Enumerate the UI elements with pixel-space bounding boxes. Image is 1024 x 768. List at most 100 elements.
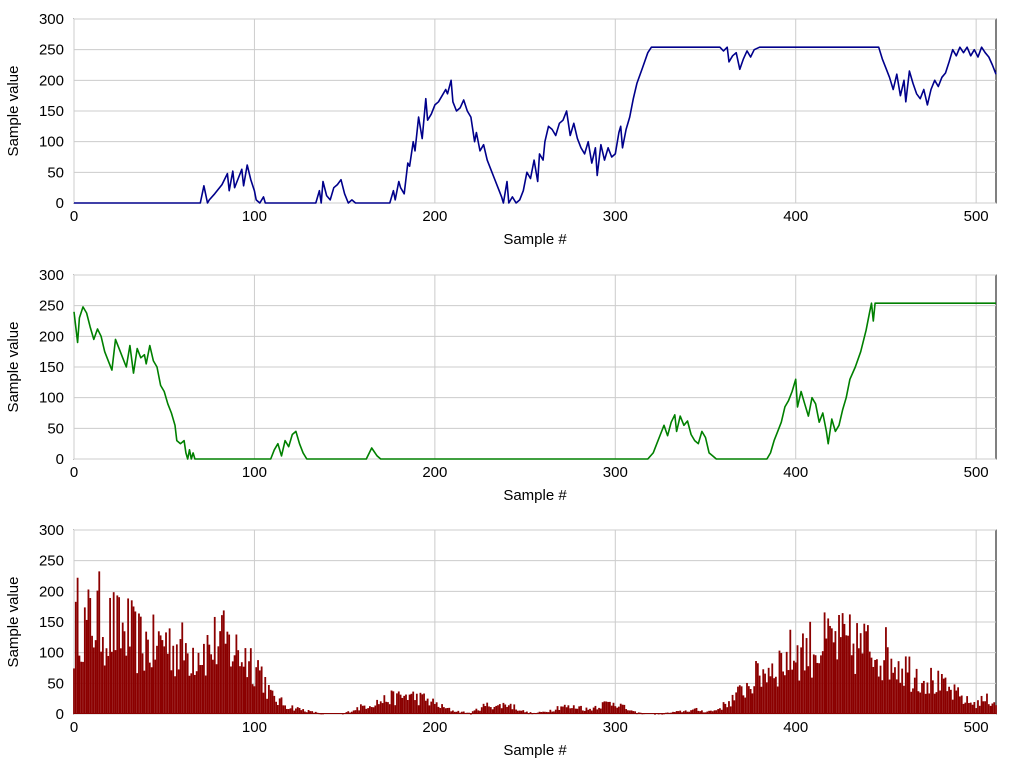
bar-bottom bbox=[118, 597, 121, 714]
bar-bottom bbox=[774, 676, 777, 714]
bar-bottom bbox=[738, 685, 741, 714]
bar-bottom bbox=[130, 600, 133, 714]
bar-bottom bbox=[785, 651, 788, 714]
bar-bottom bbox=[598, 707, 600, 714]
bar-bottom bbox=[246, 677, 249, 714]
bar-bottom bbox=[726, 707, 729, 714]
bar-bottom bbox=[94, 640, 97, 714]
bar-bottom bbox=[502, 702, 505, 714]
bar-bottom bbox=[538, 711, 541, 714]
bar-bottom bbox=[417, 705, 420, 714]
bar-bottom bbox=[390, 690, 393, 714]
bar-bottom bbox=[433, 703, 436, 714]
bar-bottom bbox=[414, 700, 416, 714]
bar-bottom bbox=[793, 660, 795, 714]
bar-bottom bbox=[219, 631, 222, 714]
bar-bottom bbox=[363, 705, 366, 714]
bar-bottom bbox=[654, 713, 656, 715]
bar-bottom bbox=[796, 645, 799, 714]
bar-bottom bbox=[248, 661, 250, 714]
bar-bottom bbox=[145, 631, 148, 714]
bar-bottom bbox=[518, 710, 521, 714]
bar-bottom bbox=[856, 623, 858, 714]
bar-bottom bbox=[686, 711, 689, 714]
bar-bottom bbox=[143, 670, 146, 714]
bar-bottom bbox=[744, 697, 747, 714]
bar-bottom bbox=[627, 710, 629, 714]
bar-bottom bbox=[964, 702, 967, 714]
bar-bottom bbox=[516, 710, 519, 714]
bar-bottom bbox=[773, 678, 775, 714]
gridlines-middle bbox=[73, 274, 996, 460]
bar-bottom bbox=[719, 708, 721, 714]
bar-bottom bbox=[742, 695, 745, 714]
bar-bottom bbox=[751, 693, 754, 714]
bar-bottom bbox=[286, 708, 288, 714]
bar-bottom bbox=[484, 706, 487, 714]
bar-bottom bbox=[500, 708, 503, 714]
bar-bottom bbox=[720, 709, 723, 714]
x-tick-label-bottom: 500 bbox=[964, 719, 989, 736]
bar-bottom bbox=[601, 702, 604, 714]
bar-bottom bbox=[585, 707, 588, 714]
bar-bottom bbox=[922, 680, 925, 714]
bar-bottom bbox=[257, 660, 259, 714]
bar-bottom bbox=[877, 676, 880, 714]
bar-bottom bbox=[608, 701, 611, 714]
bar-bottom bbox=[80, 661, 83, 714]
bar-bottom bbox=[623, 704, 626, 714]
bar-bottom bbox=[737, 686, 739, 714]
bar-bottom bbox=[489, 707, 492, 714]
bar-bottom bbox=[885, 627, 887, 714]
bar-bottom bbox=[951, 699, 954, 714]
bar-bottom bbox=[199, 665, 202, 714]
bar-bottom bbox=[921, 682, 923, 714]
bar-bottom bbox=[76, 577, 79, 714]
bar-bottom bbox=[392, 691, 395, 714]
bar-bottom bbox=[560, 706, 563, 714]
bar-bottom bbox=[901, 668, 904, 714]
y-tick-label-top: 150 bbox=[39, 103, 64, 120]
bar-bottom bbox=[713, 710, 716, 714]
bar-bottom bbox=[511, 709, 514, 714]
y-tick-label-top: 250 bbox=[39, 42, 64, 59]
bar-bottom bbox=[430, 701, 433, 714]
bar-bottom bbox=[897, 661, 900, 714]
bar-bottom bbox=[830, 628, 833, 714]
bar-bottom bbox=[289, 708, 292, 714]
bar-bottom bbox=[791, 669, 794, 714]
bar-bottom bbox=[141, 653, 144, 714]
y-tick-label-bottom: 150 bbox=[39, 614, 64, 631]
y-tick-label-middle: 100 bbox=[39, 390, 64, 407]
bar-bottom bbox=[818, 663, 821, 714]
bar-bottom bbox=[908, 656, 911, 714]
bar-bottom bbox=[549, 709, 552, 714]
bar-bottom bbox=[213, 616, 216, 714]
bar-bottom bbox=[746, 682, 748, 714]
bar-bottom bbox=[287, 709, 290, 714]
bar-bottom bbox=[876, 659, 878, 714]
series-top bbox=[74, 46, 997, 204]
x-tick-label-middle: 500 bbox=[964, 464, 989, 481]
bar-bottom bbox=[477, 710, 480, 714]
bar-bottom bbox=[148, 662, 151, 714]
bar-bottom bbox=[515, 709, 517, 714]
bar-bottom bbox=[399, 694, 402, 714]
x-tick-label-middle: 400 bbox=[783, 464, 808, 481]
bar-bottom bbox=[894, 667, 896, 714]
bar-bottom bbox=[915, 668, 918, 714]
bar-bottom bbox=[87, 589, 90, 714]
bar-bottom bbox=[453, 711, 456, 714]
bar-bottom bbox=[607, 701, 609, 714]
y-tick-label-top: 100 bbox=[39, 134, 64, 151]
bar-bottom bbox=[765, 682, 768, 714]
bar-bottom bbox=[461, 711, 463, 714]
bar-bottom bbox=[174, 676, 176, 714]
bar-bottom bbox=[359, 704, 362, 714]
bar-bottom bbox=[184, 643, 187, 714]
bar-bottom bbox=[452, 710, 454, 714]
bar-bottom bbox=[255, 667, 258, 714]
bar-bottom bbox=[847, 635, 849, 714]
bar-bottom bbox=[442, 707, 445, 714]
bar-bottom bbox=[632, 711, 635, 714]
